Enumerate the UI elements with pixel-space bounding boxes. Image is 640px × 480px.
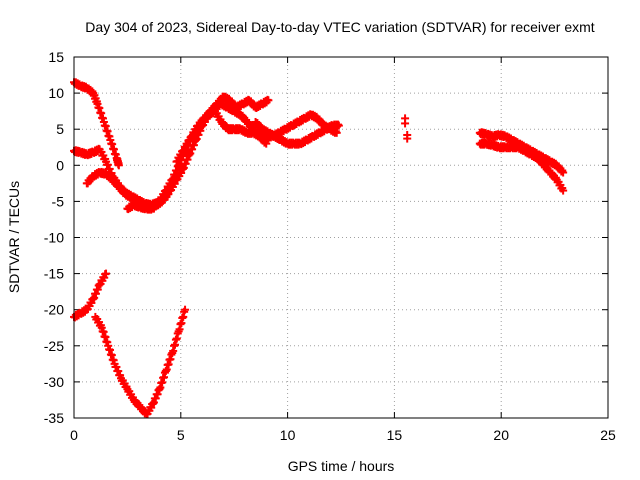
series-track-11 [91, 305, 190, 419]
y-tick-label: -30 [44, 374, 64, 390]
series-track-9 [475, 138, 568, 195]
series-track-8 [475, 128, 568, 177]
x-tick-label: 10 [280, 427, 296, 443]
y-tick-label: -20 [44, 302, 64, 318]
data-point [114, 161, 123, 170]
x-tick-label: 20 [493, 427, 509, 443]
series-track-7 [401, 114, 412, 143]
data-point [559, 168, 568, 177]
data-point [559, 186, 568, 195]
data-point [403, 134, 412, 143]
grid [74, 57, 608, 418]
data-point [401, 119, 410, 128]
axis-ticks: 0 5 10 15 20 25 15 10 5 0 -5 -10 -15 -20 -25 -30 -35 [44, 49, 616, 443]
plot-frame [73, 56, 609, 419]
x-tick-label: 0 [70, 427, 78, 443]
x-tick-label: 25 [600, 427, 616, 443]
y-tick-label: -10 [44, 230, 64, 246]
y-axis-label: SDTVAR / TECUs [6, 181, 22, 293]
x-tick-label: 15 [387, 427, 403, 443]
y-tick-label: -25 [44, 338, 64, 354]
y-tick-label: -15 [44, 266, 64, 282]
chart-title: Day 304 of 2023, Sidereal Day-to-day VTE… [85, 19, 594, 35]
y-tick-label: -5 [52, 193, 65, 209]
data-point [334, 121, 343, 130]
y-tick-label: -35 [44, 410, 64, 426]
x-axis-label: GPS time / hours [288, 458, 395, 474]
series-track-6 [251, 117, 343, 149]
x-tick-label: 5 [177, 427, 185, 443]
y-tick-label: 15 [48, 49, 64, 65]
data-point [181, 305, 190, 314]
y-tick-label: 5 [56, 121, 64, 137]
series-track-10 [70, 269, 111, 322]
y-tick-label: 0 [56, 157, 64, 173]
data-point [102, 269, 111, 278]
data-points [70, 78, 568, 419]
series-track-4 [123, 92, 273, 214]
series-track-1 [70, 78, 123, 170]
y-tick-label: 10 [48, 85, 64, 101]
data-point [264, 96, 273, 105]
